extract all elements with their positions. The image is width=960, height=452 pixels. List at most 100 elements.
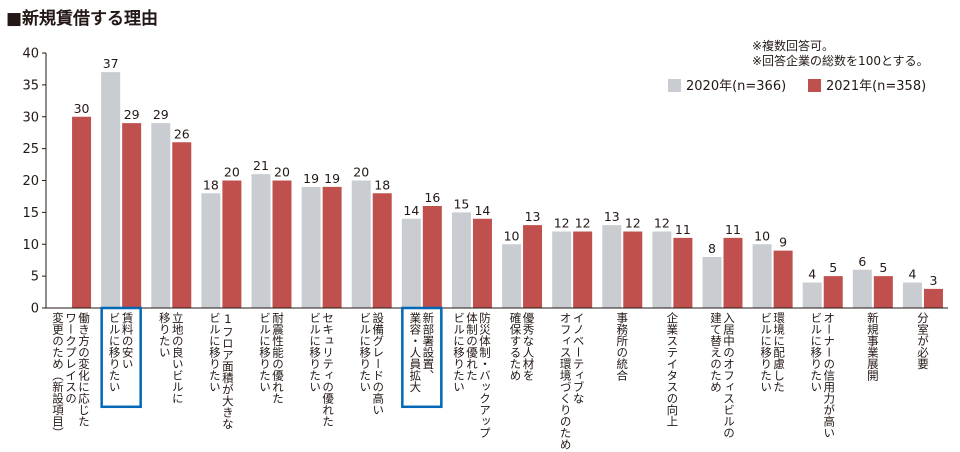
y-tick-label: 15 <box>22 206 39 221</box>
category-label: セキュリティの優れた <box>321 312 335 427</box>
category-label: 変更のため（新設項目） <box>51 311 65 438</box>
y-tick-label: 5 <box>31 270 39 285</box>
bar-2020 <box>251 174 271 308</box>
highlight-box <box>401 306 443 409</box>
category-label: 賃料の安い <box>121 311 135 369</box>
category-label: 耐震性能の優れた <box>271 312 285 404</box>
bar-2020 <box>451 212 471 308</box>
bar-2021 <box>923 288 943 308</box>
y-tick-label: 25 <box>22 142 39 157</box>
category-label: 設備グレードの高い <box>371 311 385 415</box>
data-label: 3 <box>929 273 937 288</box>
data-label: 14 <box>474 203 490 218</box>
data-label: 5 <box>879 260 887 275</box>
category-label: 新規事業展開 <box>866 311 880 382</box>
category-label: オフィス環境づくりのため <box>559 312 573 450</box>
data-label: 14 <box>403 203 419 218</box>
category-label: ワークプレイスの <box>64 312 78 404</box>
category-label: 新部署設置、 <box>421 311 435 381</box>
note-text: ※複数回答可。 <box>752 38 834 53</box>
data-label: 9 <box>779 235 787 250</box>
data-label: 16 <box>424 190 440 205</box>
y-tick-label: 20 <box>22 174 39 189</box>
category-label: 建て替えのため <box>709 311 723 392</box>
data-label: 15 <box>453 196 469 211</box>
data-label: 10 <box>504 228 520 243</box>
category-label: 分室が必要 <box>916 312 930 370</box>
category-label: ビルに移りたい <box>358 312 372 393</box>
data-label: 26 <box>174 126 190 141</box>
bar-2021 <box>222 180 242 308</box>
bar-2020 <box>101 72 121 308</box>
bar-2021 <box>673 237 693 308</box>
data-label: 4 <box>808 267 816 282</box>
data-label: 10 <box>754 228 770 243</box>
data-label: 18 <box>374 177 390 192</box>
data-label: 6 <box>858 254 866 269</box>
category-label: 防災体制・バックアップ <box>478 311 492 438</box>
data-label: 12 <box>554 216 570 231</box>
data-label: 11 <box>725 222 741 237</box>
bar-2021 <box>472 218 492 308</box>
bar-2021 <box>72 116 92 308</box>
bar-2020 <box>552 231 572 308</box>
legend-label: 2021年(n=358) <box>826 79 926 94</box>
bar-2021 <box>322 186 342 308</box>
bar-2021 <box>372 193 392 308</box>
category-label: ビルに移りたい <box>759 312 773 393</box>
bar-2020 <box>301 186 321 308</box>
category-label: ビルに移りたい <box>809 312 823 393</box>
category-label: 体制の優れた <box>465 311 479 381</box>
bar-2021 <box>723 237 743 308</box>
data-label: 20 <box>353 165 369 180</box>
y-tick-label: 35 <box>22 78 39 93</box>
category-label: 業容・人員拡大 <box>408 312 422 393</box>
data-label: 5 <box>829 260 837 275</box>
bar-2021 <box>422 206 442 308</box>
bar-2021 <box>122 123 142 308</box>
data-label: 12 <box>625 216 641 231</box>
data-label: 37 <box>103 56 119 71</box>
category-label: 1フロア面積が大きな <box>221 312 235 430</box>
data-label: 11 <box>675 222 691 237</box>
category-label: 入居中のオフィスビルの <box>722 312 736 439</box>
data-label: 20 <box>274 165 290 180</box>
data-label: 30 <box>74 101 90 116</box>
bar-2020 <box>602 225 622 308</box>
category-label: 働き方の変化に応じた <box>77 312 91 427</box>
bar-2021 <box>623 231 643 308</box>
category-label: 立地の良いビルに <box>171 311 185 404</box>
chart-title: ■新規賃借する理由 <box>6 9 159 29</box>
category-label: ビルに移りたい <box>308 312 322 393</box>
bar-2020 <box>902 282 922 308</box>
data-label: 20 <box>224 165 240 180</box>
legend-swatch <box>668 79 681 92</box>
bar-2020 <box>652 231 672 308</box>
data-label: 18 <box>203 177 219 192</box>
bar-2021 <box>773 250 793 308</box>
y-tick-label: 10 <box>22 238 39 253</box>
data-label: 12 <box>654 216 670 231</box>
bar-2020 <box>201 193 221 308</box>
category-label: 移りたい <box>158 312 172 358</box>
category-label: 確保するため <box>509 311 523 381</box>
bar-2021 <box>272 180 292 308</box>
data-label: 12 <box>575 216 591 231</box>
bar-2021 <box>573 231 593 308</box>
bar-2020 <box>502 244 522 308</box>
note-text: ※回答企業の総数を100とする。 <box>752 53 929 68</box>
bar-2020 <box>752 244 772 308</box>
highlight-box <box>100 306 142 409</box>
data-label: 21 <box>253 158 269 173</box>
category-label: ビルに移りたい <box>208 312 222 393</box>
category-label: ビルに移りたい <box>108 312 122 393</box>
data-label: 13 <box>525 209 541 224</box>
category-label: 事務所の統合 <box>615 312 629 381</box>
legend-swatch <box>808 79 821 92</box>
category-label: 優秀な人材を <box>522 312 536 381</box>
bar-2021 <box>523 225 543 308</box>
data-label: 4 <box>908 267 916 282</box>
bar-2020 <box>702 257 722 308</box>
category-label: 企業ステイタスの向上 <box>665 311 679 427</box>
